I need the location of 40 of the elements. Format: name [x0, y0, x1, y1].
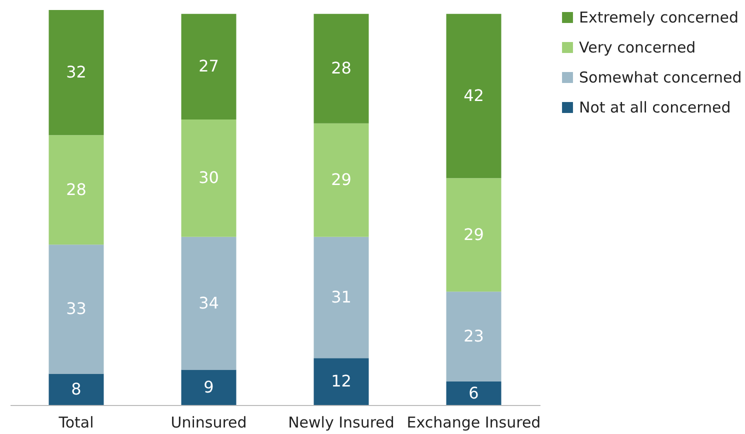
legend-label: Somewhat concerned — [579, 68, 742, 86]
data-label: 31 — [331, 287, 352, 306]
bar — [48, 10, 104, 136]
data-label: 42 — [464, 86, 484, 106]
bar — [181, 120, 236, 237]
bar — [314, 236, 369, 358]
bar — [48, 374, 104, 405]
bar — [48, 244, 104, 374]
bar — [181, 370, 236, 405]
data-label: 28 — [66, 180, 86, 199]
bar — [446, 382, 502, 405]
data-label: 28 — [331, 58, 352, 78]
x-tick-label: Newly Insured — [288, 414, 394, 432]
bar — [314, 358, 369, 405]
data-label: 33 — [66, 299, 86, 318]
data-label: 27 — [198, 56, 219, 76]
bar — [181, 236, 236, 370]
legend-label: Extremely concerned — [579, 8, 739, 26]
data-label: 6 — [468, 383, 479, 402]
data-label: 29 — [331, 170, 352, 190]
legend-label: Very concerned — [579, 38, 696, 56]
bar — [181, 14, 236, 120]
bar — [314, 14, 369, 124]
x-tick-label: Total — [58, 414, 94, 432]
bar — [48, 135, 104, 245]
data-label: 34 — [198, 293, 219, 312]
data-label: 29 — [464, 224, 484, 244]
bar — [446, 178, 502, 292]
data-label: 32 — [66, 62, 86, 82]
x-tick-label: Uninsured — [170, 414, 247, 432]
legend-label: Not at all concerned — [579, 98, 731, 116]
data-label: 8 — [71, 379, 82, 398]
x-tick-label: Exchange Insured — [406, 414, 541, 432]
bar — [446, 292, 502, 382]
data-label: 23 — [464, 326, 484, 346]
bar — [446, 14, 502, 178]
data-label: 9 — [204, 377, 214, 396]
bar — [314, 123, 369, 237]
data-label: 30 — [198, 168, 219, 188]
data-label: 12 — [331, 372, 352, 391]
